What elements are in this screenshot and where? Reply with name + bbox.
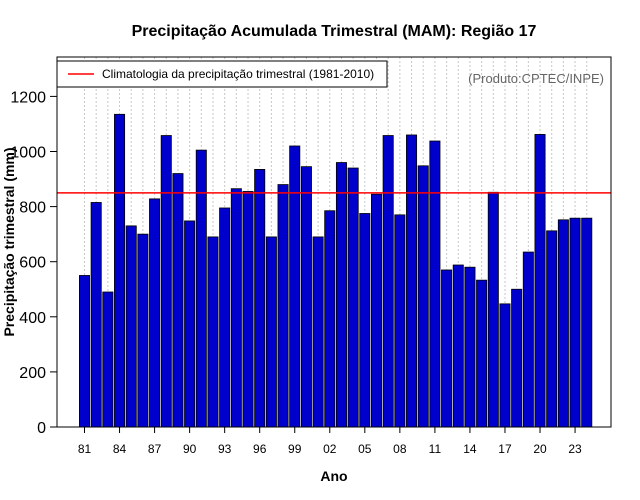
bar-2020	[534, 134, 546, 428]
bar-1987	[149, 198, 161, 428]
x-tick-label: 93	[218, 442, 232, 456]
x-tick-label: 96	[253, 442, 267, 456]
bar-2005	[359, 213, 371, 428]
chart-title: Precipitação Acumulada Trimestral (MAM):…	[132, 23, 537, 40]
x-tick-label: 20	[533, 442, 547, 456]
bar-1998	[277, 184, 289, 428]
bar-1991	[195, 149, 207, 428]
bar-2009	[406, 134, 418, 428]
y-tick-label: 600	[19, 255, 46, 272]
x-tick-label: 02	[323, 442, 337, 456]
y-axis-label: Precipitação trimestral (mm)	[1, 147, 17, 336]
bar-2021	[546, 230, 558, 428]
bar-1982	[90, 202, 102, 428]
y-tick-label: 800	[19, 200, 46, 217]
x-tick-label: 14	[463, 442, 477, 456]
legend: Climatologia da precipitação trimestral …	[56, 60, 388, 88]
bar-2000	[300, 166, 312, 428]
y-tick-label: 0	[37, 420, 46, 437]
bar-2016	[487, 191, 499, 428]
bar-1993	[219, 207, 231, 428]
x-tick-label: 08	[393, 442, 407, 456]
bar-2022	[557, 219, 569, 428]
bar-1984	[114, 113, 126, 428]
x-tick-label: 17	[498, 442, 512, 456]
bar-2001	[312, 236, 324, 428]
x-tick-label: 99	[288, 442, 302, 456]
x-tick-label: 23	[568, 442, 582, 456]
y-tick-label: 1200	[10, 89, 46, 106]
y-tick-label: 400	[19, 310, 46, 327]
bar-2017	[499, 303, 511, 428]
bar-1990	[184, 220, 196, 428]
x-tick-label: 81	[78, 442, 92, 456]
bar-2002	[324, 210, 336, 428]
credit-label: (Produto:CPTEC/INPE)	[468, 71, 604, 86]
plot-frame	[56, 56, 612, 428]
bar-2008	[394, 214, 406, 428]
bar-2004	[347, 167, 359, 428]
bar-2012	[441, 269, 453, 428]
x-tick-label: 11	[429, 442, 442, 456]
bar-1988	[160, 135, 172, 428]
bar-2011	[429, 140, 441, 428]
y-tick-label: 1000	[10, 145, 46, 162]
bar-1999	[289, 145, 301, 428]
bar-2015	[476, 279, 488, 428]
x-tick-label: 87	[148, 442, 162, 456]
bar-2018	[511, 288, 523, 428]
x-axis-label: Ano	[320, 468, 347, 484]
x-axis: 81 84 87 90 93 96 99 02 05 08 11 14 17 20 23	[78, 427, 582, 456]
bar-2006	[370, 193, 382, 428]
x-tick-label: 90	[183, 442, 197, 456]
bar-1997	[265, 236, 277, 428]
bars-layer	[79, 113, 593, 428]
bar-2007	[382, 135, 394, 428]
bar-2024	[581, 217, 593, 428]
bar-1996	[254, 169, 266, 428]
bar-1994	[230, 188, 242, 428]
legend-label: Climatologia da precipitação trimestral …	[102, 67, 374, 81]
bar-1989	[172, 173, 184, 428]
bar-2010	[417, 165, 429, 428]
bar-2013	[452, 264, 464, 428]
y-tick-label: 200	[19, 365, 46, 382]
bar-2003	[335, 162, 347, 428]
bar-2023	[569, 217, 581, 428]
bar-1985	[125, 225, 137, 428]
bar-1992	[207, 236, 219, 428]
x-tick-label: 84	[113, 442, 127, 456]
bar-1981	[79, 275, 91, 428]
bar-1986	[137, 233, 149, 428]
bar-2019	[522, 251, 534, 428]
y-axis: 0 200 400 600 800 1000 1200	[10, 89, 57, 437]
legend-box	[56, 60, 388, 88]
bar-1995	[242, 191, 254, 428]
x-tick-label: 05	[358, 442, 372, 456]
bar-1983	[102, 291, 114, 428]
bar-2014	[464, 266, 476, 428]
